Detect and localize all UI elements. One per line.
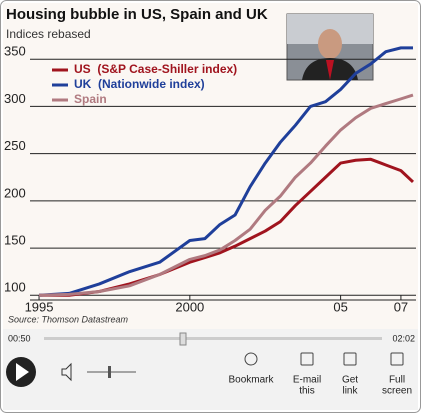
- button-icon: [390, 352, 404, 366]
- y-tick-label: 150: [4, 233, 26, 248]
- y-tick-label: 300: [4, 91, 26, 106]
- x-tick-label: 07: [394, 299, 408, 314]
- button-icon: [300, 352, 314, 366]
- button-label: link: [342, 386, 358, 397]
- button-label: Get: [342, 375, 358, 386]
- elapsed-time: 00:50: [8, 333, 31, 343]
- legend-label: US (S&P Case-Shiller index): [74, 62, 237, 76]
- button-label: Full: [389, 375, 405, 386]
- chart-source: Source: Thomson Datastream: [8, 314, 129, 324]
- series-line: [38, 46, 413, 297]
- legend-label: Spain: [74, 92, 107, 106]
- progress-handle[interactable]: [179, 332, 187, 346]
- play-button[interactable]: [6, 357, 36, 387]
- volume-control[interactable]: [61, 362, 136, 382]
- x-tick-label: 1995: [25, 299, 54, 314]
- x-tick-label: 2000: [175, 299, 204, 314]
- y-tick-label: 250: [4, 138, 26, 153]
- plot: 100 150 200 250 300 350 1995 2000 05 07 US (S&P Ca…: [4, 44, 416, 314]
- legend-label: UK (Nationwide index): [74, 77, 205, 91]
- button-icon: [343, 352, 357, 366]
- duration: 02:02: [392, 333, 415, 343]
- y-tick-label: 200: [4, 185, 26, 200]
- y-tick-label: 100: [4, 280, 26, 295]
- button-label: E-mail: [293, 375, 321, 386]
- controls-background: [3, 329, 418, 410]
- presenter-photo: [286, 13, 374, 81]
- button-label: Bookmark: [228, 375, 274, 386]
- progress-track[interactable]: [44, 337, 382, 340]
- chart-subtitle: Indices rebased: [6, 27, 91, 41]
- button-icon: [244, 352, 258, 366]
- chart-title: Housing bubble in US, Spain and UK: [6, 6, 268, 23]
- x-tick-label: 05: [333, 299, 347, 314]
- button-label: this: [299, 386, 315, 397]
- control-button[interactable]: Bookmark: [228, 352, 275, 386]
- series-line: [38, 93, 414, 297]
- y-tick-label: 350: [4, 44, 26, 59]
- button-label: screen: [382, 386, 412, 397]
